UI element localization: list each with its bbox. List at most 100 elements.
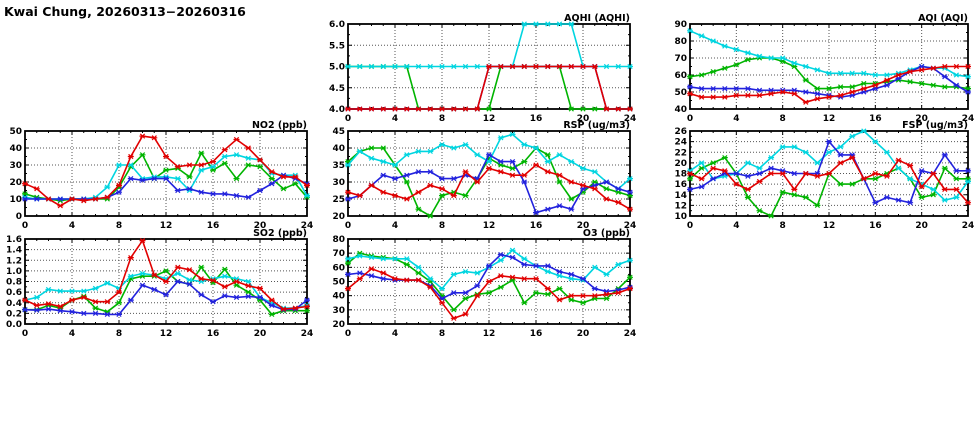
data-point-marker — [591, 63, 598, 70]
data-point-marker — [615, 261, 622, 268]
data-point-marker — [568, 276, 575, 282]
svg-text:16: 16 — [207, 329, 220, 339]
series-cyan — [345, 131, 633, 192]
svg-text:16: 16 — [530, 114, 543, 124]
data-point-marker — [837, 92, 844, 99]
data-point-marker — [779, 55, 786, 61]
data-point-marker — [80, 310, 87, 317]
data-point-marker — [744, 194, 751, 201]
data-point-marker — [368, 273, 375, 279]
data-point-marker — [941, 152, 948, 158]
data-point-marker — [304, 308, 310, 314]
data-point-marker — [415, 169, 422, 175]
data-point-marker — [345, 106, 351, 112]
data-point-marker — [474, 152, 481, 158]
data-point-marker — [22, 181, 28, 187]
data-point-marker — [292, 181, 299, 187]
data-point-marker — [603, 291, 610, 297]
data-point-marker — [930, 82, 937, 88]
data-point-marker — [186, 281, 193, 287]
data-point-marker — [744, 186, 751, 193]
svg-text:1.2: 1.2 — [6, 256, 22, 266]
data-point-marker — [627, 175, 633, 182]
data-point-marker — [941, 186, 948, 193]
svg-text:0: 0 — [687, 114, 693, 124]
data-point-marker — [533, 209, 539, 216]
data-point-marker — [92, 285, 99, 292]
data-point-marker — [116, 162, 122, 168]
data-point-marker — [556, 172, 563, 178]
data-point-marker — [403, 277, 410, 283]
data-point-marker — [509, 172, 516, 178]
data-point-marker — [439, 175, 445, 182]
data-point-marker — [941, 84, 948, 90]
data-point-marker — [627, 274, 633, 280]
data-point-marker — [116, 189, 122, 195]
data-point-marker — [368, 106, 375, 112]
series-blue — [687, 138, 971, 206]
svg-text:40: 40 — [332, 144, 345, 154]
svg-text:10: 10 — [674, 212, 687, 222]
data-point-marker — [45, 306, 52, 312]
data-point-marker — [415, 264, 422, 270]
svg-text:18: 18 — [674, 170, 687, 180]
data-point-marker — [104, 194, 111, 200]
data-point-marker — [462, 106, 469, 112]
data-point-marker — [521, 158, 528, 165]
data-point-marker — [918, 67, 925, 73]
data-point-marker — [439, 106, 445, 112]
data-point-marker — [687, 74, 693, 80]
svg-text:20: 20 — [254, 329, 267, 339]
data-point-marker — [268, 302, 275, 309]
data-point-marker — [721, 168, 728, 174]
svg-text:26: 26 — [674, 127, 687, 137]
data-point-marker — [721, 154, 728, 161]
svg-text:30: 30 — [332, 178, 345, 188]
svg-text:24: 24 — [624, 329, 637, 339]
data-point-marker — [80, 198, 87, 204]
chart-title: RSP (ug/m3) — [563, 120, 630, 131]
data-point-marker — [450, 271, 457, 278]
data-point-marker — [304, 182, 310, 189]
data-point-marker — [380, 63, 387, 70]
data-point-marker — [245, 289, 252, 295]
data-point-marker — [268, 297, 275, 303]
data-point-marker — [163, 278, 169, 285]
data-point-marker — [779, 89, 786, 95]
data-point-marker — [837, 70, 844, 76]
data-point-marker — [698, 94, 705, 100]
svg-text:4.5: 4.5 — [329, 84, 345, 94]
data-point-marker — [497, 273, 504, 279]
data-point-marker — [486, 278, 492, 285]
data-point-marker — [710, 68, 717, 75]
svg-text:24: 24 — [301, 329, 314, 339]
data-point-marker — [292, 174, 299, 180]
svg-text:0.0: 0.0 — [6, 320, 22, 330]
data-point-marker — [497, 135, 504, 141]
data-point-marker — [768, 55, 775, 61]
chart-title: SO2 (ppb) — [253, 228, 307, 239]
data-point-marker — [568, 106, 575, 112]
data-point-marker — [450, 307, 457, 313]
data-point-marker — [127, 297, 134, 303]
data-point-marker — [380, 106, 387, 112]
data-point-marker — [872, 200, 879, 206]
axis-labels: 20 25 30 35 40 45 0 4 8 12 16 20 24 — [332, 127, 636, 231]
data-point-marker — [521, 256, 528, 262]
data-point-marker — [198, 167, 205, 173]
data-point-marker — [69, 288, 75, 294]
data-point-marker — [521, 21, 528, 27]
svg-text:22: 22 — [674, 148, 687, 158]
data-point-marker — [544, 158, 551, 165]
data-point-marker — [345, 162, 351, 168]
data-point-marker — [883, 173, 890, 179]
data-point-marker — [345, 196, 351, 202]
svg-text:1.0: 1.0 — [6, 267, 22, 277]
data-point-marker — [814, 173, 821, 179]
data-point-marker — [556, 273, 563, 279]
data-point-marker — [257, 157, 263, 163]
data-point-marker — [486, 165, 492, 172]
data-point-marker — [427, 182, 434, 189]
data-point-marker — [941, 74, 948, 80]
